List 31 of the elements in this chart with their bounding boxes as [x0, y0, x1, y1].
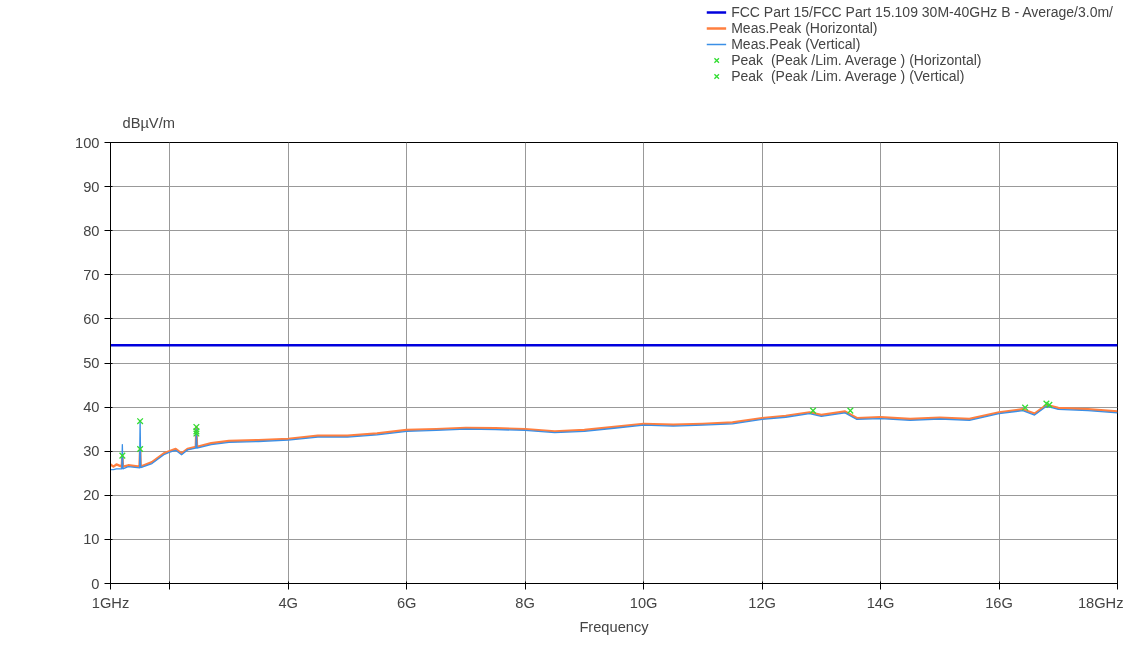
y-tick-label: 80: [83, 222, 100, 239]
y-tick-label: 70: [83, 266, 100, 283]
x-tick-label: 10G: [629, 594, 658, 611]
legend-label: Meas.Peak (Vertical): [731, 36, 861, 52]
x-tick-label: 16G: [985, 594, 1013, 611]
x-axis-title: Frequency: [579, 618, 650, 635]
y-tick-label: 100: [75, 134, 100, 151]
legend-label: Meas.Peak (Horizontal): [731, 20, 878, 36]
x-tick-label: 1GHz: [91, 594, 130, 611]
point: [809, 407, 817, 415]
y-tick-label: 50: [83, 355, 100, 371]
x-tick-label: 12G: [748, 594, 776, 611]
y-tick-label: 90: [83, 178, 100, 195]
x-tick-label: 6G: [396, 594, 417, 611]
x-tick-label: 14G: [866, 594, 895, 611]
legend-label: Peak (Peak /Lim. Average ) (Horizontal): [731, 52, 982, 68]
x-tick-label: 18GHz: [1077, 594, 1123, 611]
y-tick-label: 40: [83, 399, 100, 416]
point: [136, 417, 144, 425]
y-tick-label: 20: [83, 487, 100, 504]
x-tick-label: 4G: [278, 594, 298, 611]
y-axis-title: dBµV/m: [122, 114, 175, 131]
y-tick-label: 60: [83, 310, 100, 327]
legend-label: FCC Part 15/FCC Part 15.109 30M-40GHz B - Average/3.0m/: [731, 4, 1113, 20]
point: [1021, 404, 1029, 412]
y-tick-label: 30: [83, 443, 100, 460]
point: [136, 445, 144, 453]
y-tick-label: 0: [91, 575, 100, 592]
x-tick-label: 8G: [515, 594, 535, 611]
y-tick-label: 10: [83, 531, 100, 548]
legend-label: Peak (Peak /Lim. Average ) (Vertical): [731, 68, 965, 84]
